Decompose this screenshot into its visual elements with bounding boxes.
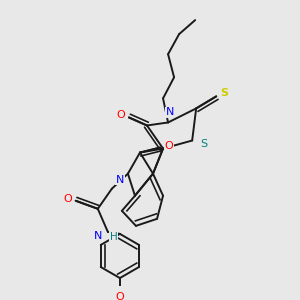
Text: H: H xyxy=(110,232,118,242)
Text: N: N xyxy=(116,175,124,185)
Text: N: N xyxy=(166,107,174,117)
Text: N: N xyxy=(94,231,102,241)
Text: S: S xyxy=(201,139,208,148)
Text: S: S xyxy=(220,88,228,98)
Text: O: O xyxy=(116,292,124,300)
Text: O: O xyxy=(63,194,72,204)
Text: O: O xyxy=(116,110,125,120)
Text: O: O xyxy=(165,141,173,151)
